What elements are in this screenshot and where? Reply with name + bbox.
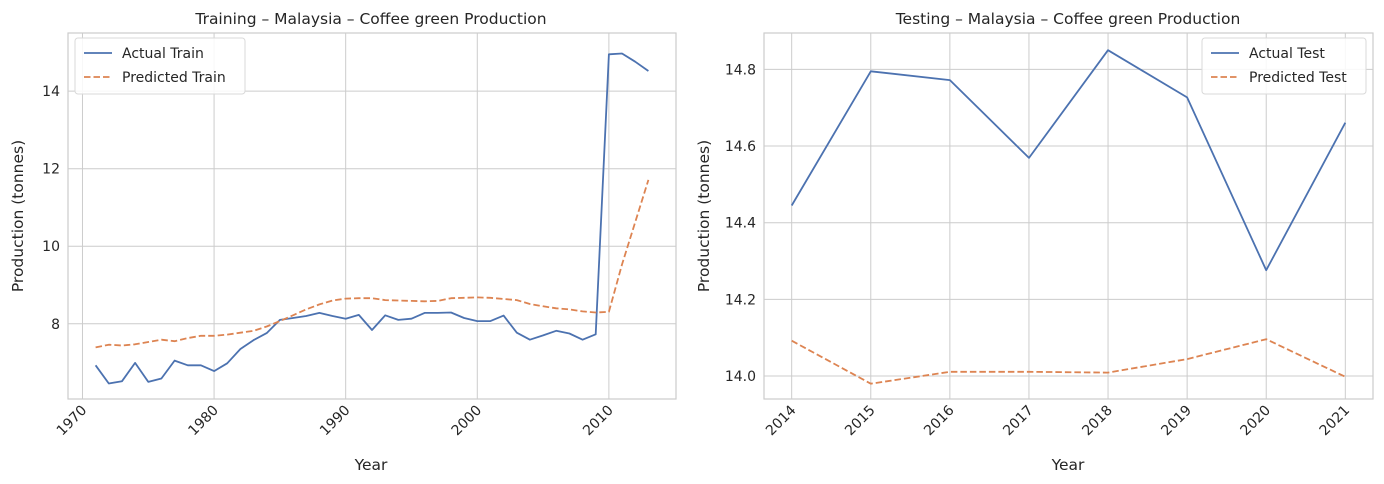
training-x-tick-label: 2000: [449, 403, 486, 440]
testing-y-tick-label: 14.2: [725, 292, 756, 308]
training-legend-box: [74, 37, 246, 95]
training-series-line-predicted: [95, 179, 650, 349]
training-title: Training – Malaysia – Coffee green Produ…: [194, 10, 546, 28]
testing-x-tick-label: 2020: [1238, 403, 1275, 440]
testing-x-tick-label: 2017: [1000, 403, 1037, 440]
testing-x-tick-label: 2018: [1079, 403, 1116, 440]
testing-legend-label: Actual Test: [1249, 46, 1325, 62]
testing-series-line-predicted: [791, 338, 1346, 385]
training-y-tick-label: 8: [51, 317, 60, 333]
testing-title: Testing – Malaysia – Coffee green Produc…: [895, 10, 1241, 28]
testing-ylabel: Production (tonnes): [695, 140, 713, 292]
testing-chart: Testing – Malaysia – Coffee green Produc…: [695, 10, 1374, 474]
testing-legend-label: Predicted Test: [1249, 70, 1347, 86]
training-x-tick-label: 2010: [580, 403, 617, 440]
testing-series-line-actual: [790, 49, 1347, 272]
testing-axes-frame: [763, 32, 1374, 400]
testing-x-tick-label: 2016: [921, 402, 958, 439]
training-legend-label: Predicted Train: [122, 70, 226, 86]
testing-x-tick-label: 2021: [1317, 403, 1354, 440]
testing-y-tick-label: 14.6: [725, 139, 756, 155]
training-series-line-actual: [94, 52, 649, 385]
training-y-tick-label: 14: [42, 84, 60, 100]
testing-y-tick-label: 14.0: [725, 369, 756, 385]
testing-y-tick-label: 14.4: [725, 216, 756, 232]
training-xlabel: Year: [354, 456, 388, 474]
training-axes-frame: [67, 32, 677, 400]
testing-y-tick-label: 14.8: [725, 62, 756, 78]
testing-x-tick-label: 2014: [763, 402, 800, 439]
training-x-tick-label: 1990: [317, 403, 354, 440]
testing-x-tick-label: 2019: [1158, 403, 1195, 440]
training-y-tick-label: 12: [42, 162, 60, 178]
training-x-tick-label: 1980: [185, 403, 222, 440]
training-ylabel: Production (tonnes): [9, 140, 27, 292]
training-legend-label: Actual Train: [122, 46, 204, 62]
training-y-tick-label: 10: [42, 239, 60, 255]
testing-legend: Actual Test Predicted Test: [1201, 37, 1367, 95]
testing-x-tick-label: 2015: [842, 403, 879, 440]
training-legend: Actual Train Predicted Train: [74, 37, 246, 95]
testing-xlabel: Year: [1051, 456, 1085, 474]
testing-legend-box: [1201, 37, 1367, 95]
training-chart: Training – Malaysia – Coffee green Produ…: [9, 10, 677, 474]
training-x-tick-label: 1970: [54, 403, 91, 440]
